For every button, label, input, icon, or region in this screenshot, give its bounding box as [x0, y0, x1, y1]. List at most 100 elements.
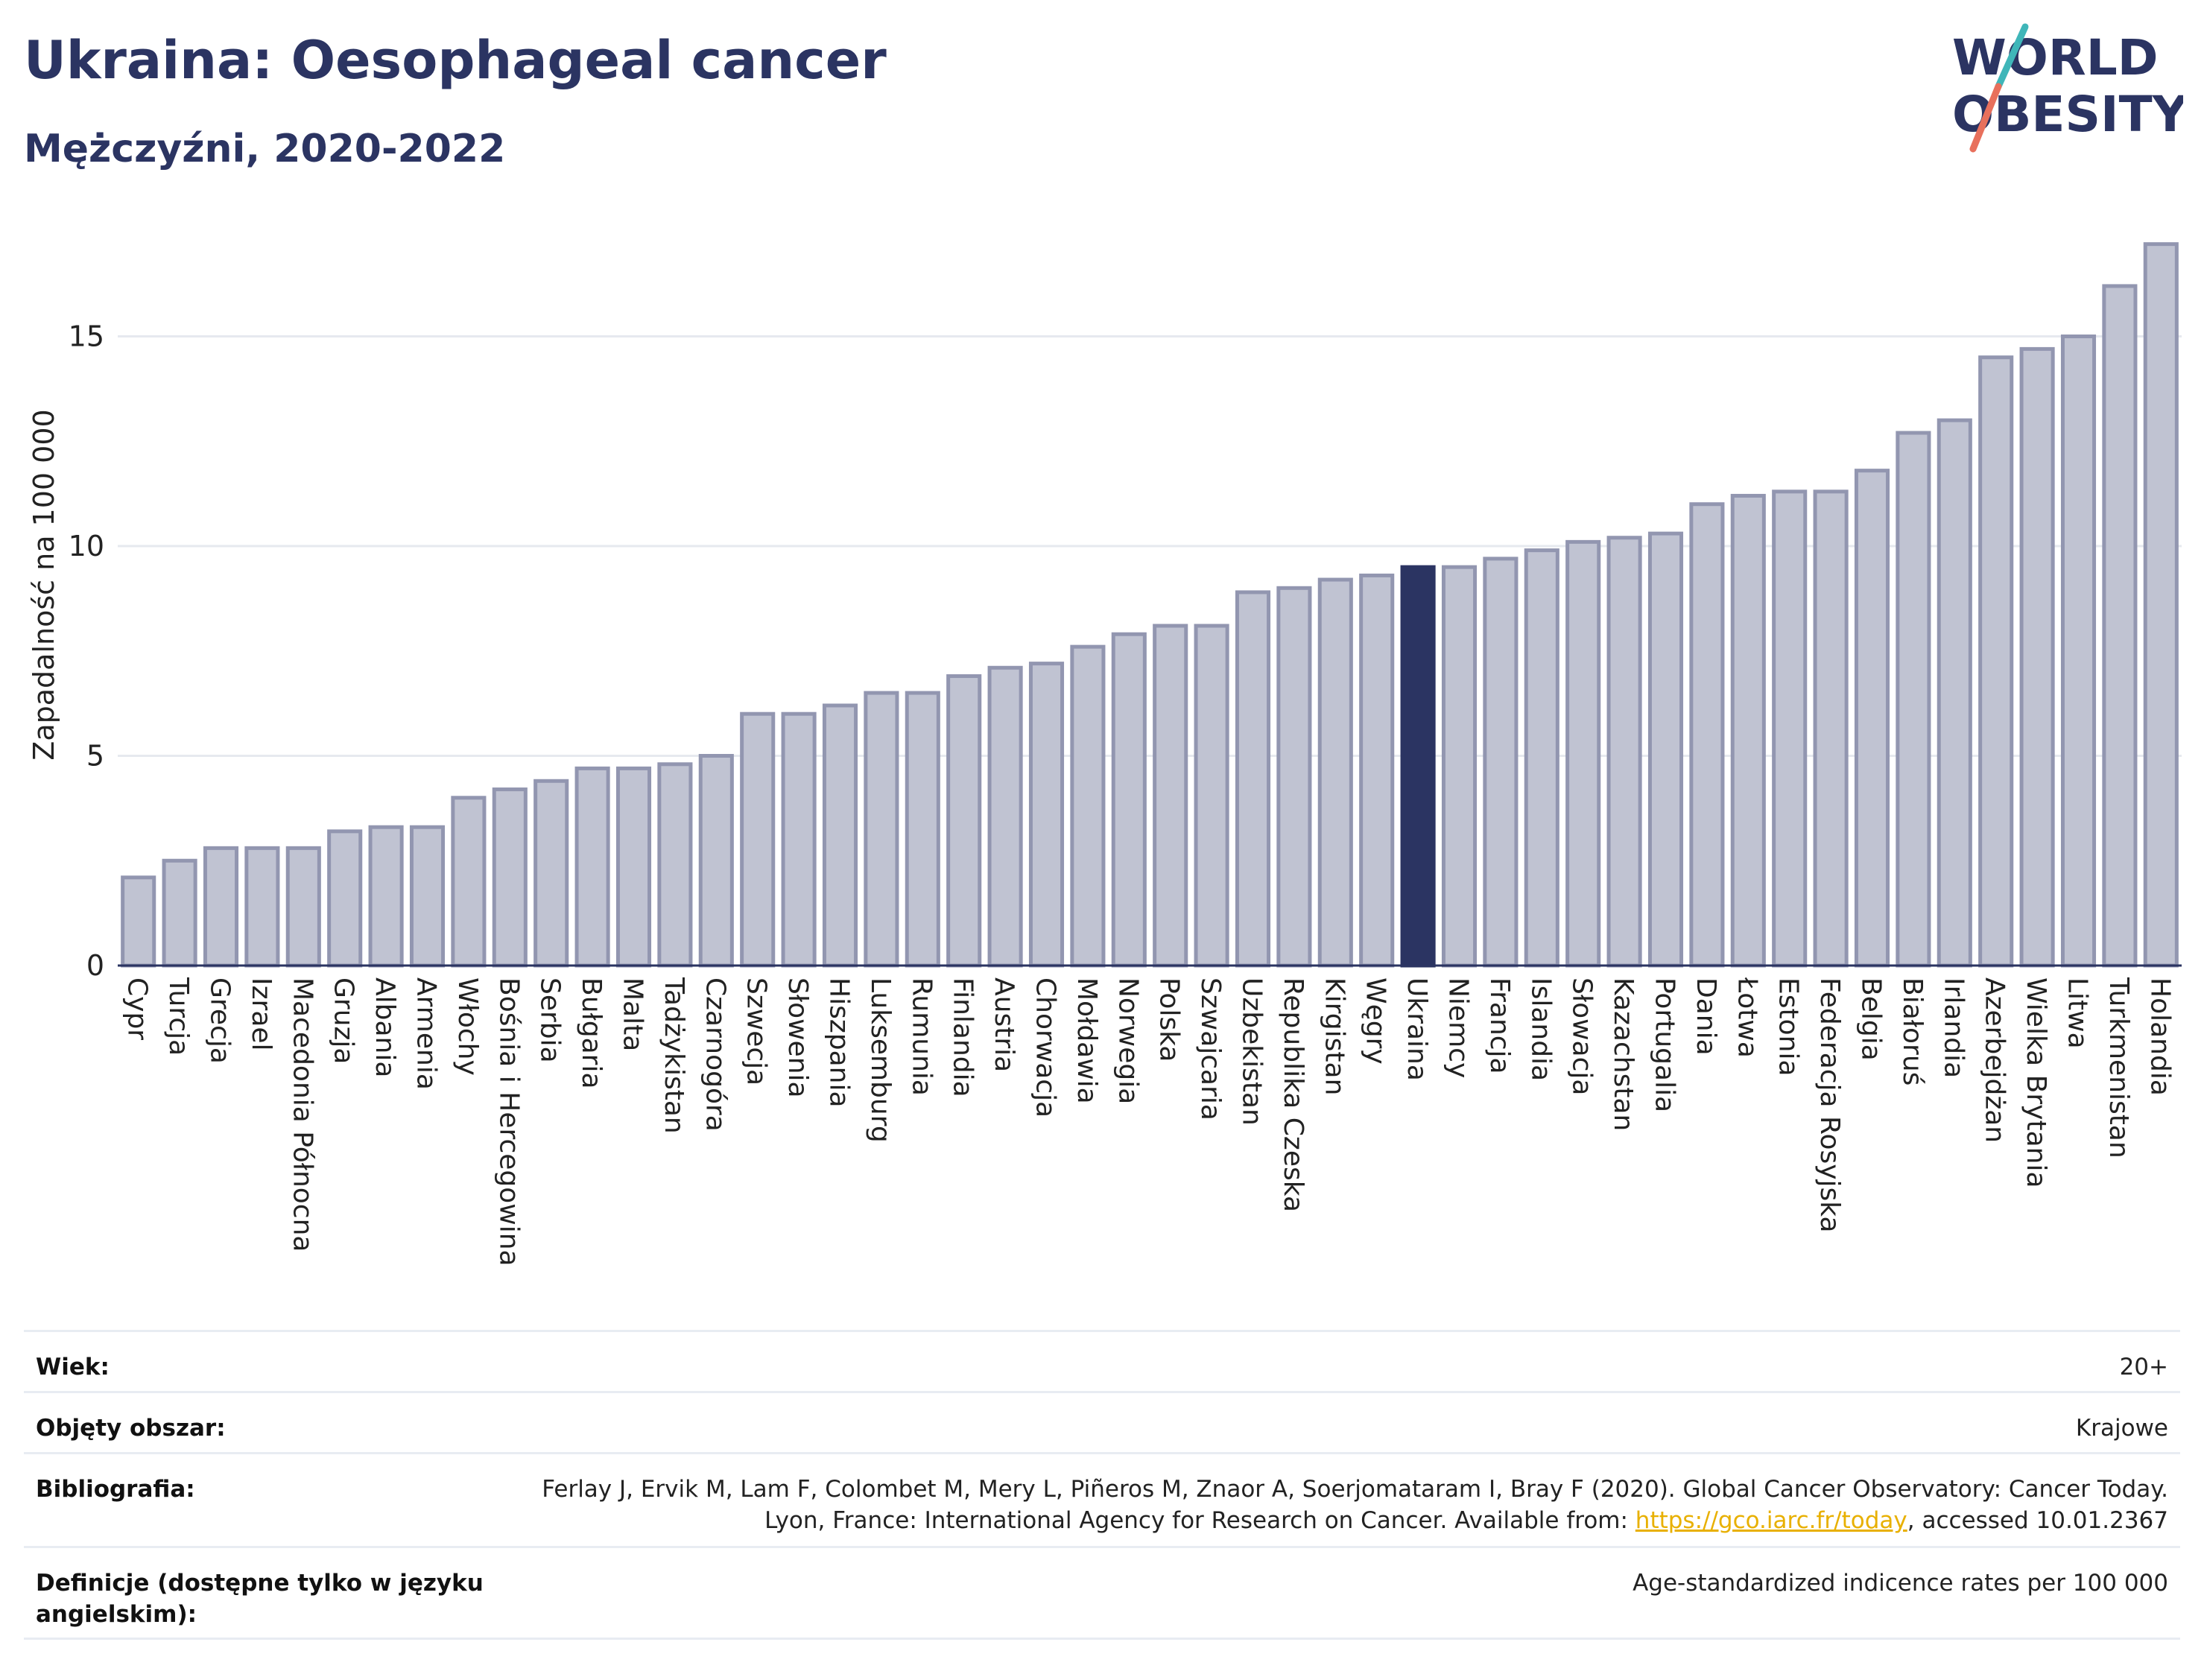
x-tick-label: Kirgistan [1319, 977, 1349, 1095]
bar [698, 754, 734, 968]
bar [2019, 346, 2055, 968]
bar [1689, 502, 1725, 968]
bar [740, 711, 776, 968]
x-tick-label: Gruzja [329, 977, 359, 1064]
x-tick-label: Rumunia [906, 977, 937, 1096]
logo-line1: WORLD [1952, 29, 2159, 86]
bibliography-link[interactable]: https://gco.iarc.fr/today [1635, 1507, 1907, 1534]
x-tick-label: Hiszpania [824, 977, 855, 1108]
bar [1483, 557, 1519, 968]
x-tick-label: Niemcy [1443, 977, 1474, 1078]
bar [1317, 577, 1353, 968]
x-tick-label: Turcja [163, 977, 194, 1056]
bar [1647, 531, 1684, 968]
x-tick-label: Azerbejdżan [1980, 977, 2010, 1143]
x-tick-label: Albania [370, 977, 400, 1077]
x-tick-label: Malta [618, 977, 648, 1051]
x-tick-label: Holandia [2144, 977, 2175, 1096]
bar [574, 766, 610, 968]
x-tick-label: Bośnia i Hercegowina [493, 977, 524, 1267]
x-tick-label: Kazachstan [1608, 977, 1638, 1131]
logo-slash-teal [1995, 23, 2029, 90]
meta-row-bibliography: Bibliografia: Ferlay J, Ervik M, Lam F, … [24, 1452, 2180, 1546]
x-tick-label: Szwecja [741, 977, 772, 1085]
x-tick-label: Wielka Brytania [2021, 977, 2051, 1188]
bar [285, 846, 321, 968]
bar [657, 762, 693, 968]
bar-chart: 0 5 10 15 Cypr Turcja Grecja Izrael Macedonia P… [28, 242, 2182, 1267]
meta-bib-value: Ferlay J, Ervik M, Lam F, Colombet M, Me… [529, 1474, 2168, 1536]
meta-bib-text-end: , accessed 10.01.2367 [1907, 1507, 2168, 1534]
x-tick-label: Ukraina [1402, 977, 1432, 1081]
x-tick-label: Tadżykistan [659, 977, 689, 1134]
bar [2060, 335, 2097, 968]
bar-highlighted [1400, 565, 1436, 968]
meta-row-area: Objęty obszar: Krajowe [24, 1391, 2180, 1452]
bar [244, 846, 280, 968]
x-tick-label: Republika Czeska [1278, 977, 1308, 1212]
x-tick-label: Chorwacja [1030, 977, 1061, 1118]
x-tick-label: Federacja Rosyjska [1814, 977, 1845, 1233]
bar [409, 825, 446, 968]
y-tick-labels: 0 5 10 15 [69, 320, 104, 983]
bar [1028, 662, 1065, 968]
bar [1276, 586, 1312, 968]
bar [615, 766, 652, 968]
page-subtitle: Mężczyźni, 2020-2022 [24, 127, 506, 171]
meta-age-label: Wiek: [36, 1354, 110, 1381]
bar [1730, 493, 1766, 968]
x-category-labels: Cypr Turcja Grecja Izrael Macedonia Północna… [122, 977, 2176, 1267]
bar [203, 846, 239, 968]
bar [121, 875, 156, 968]
bar [905, 691, 940, 968]
x-tick-label: Izrael [246, 977, 276, 1051]
meta-bib-text-start: Ferlay J, Ervik M, Lam F, Colombet M, Me… [542, 1476, 2168, 1534]
x-tick-label: Litwa [2062, 977, 2093, 1049]
x-tick-label: Portugalia [1650, 977, 1680, 1112]
bar [368, 825, 404, 968]
x-tick-label: Słowenia [782, 977, 813, 1098]
x-tick-label: Estonia [1773, 977, 1804, 1077]
y-tick-label: 5 [86, 740, 104, 773]
world-obesity-logo: WORLD OBESITY [1952, 23, 2183, 153]
x-tick-label: Szwajcaria [1195, 977, 1226, 1120]
x-tick-label: Łotwa [1732, 977, 1762, 1058]
meta-area-label: Objęty obszar: [36, 1415, 226, 1442]
x-tick-label: Cypr [122, 977, 153, 1040]
bar [1854, 469, 1890, 968]
y-tick-label: 0 [86, 949, 104, 982]
bar [987, 665, 1023, 968]
meta-row-definitions: Definicje (dostępne tylko w języku angie… [24, 1546, 2180, 1640]
bar [1153, 624, 1188, 968]
meta-def-label: Definicje (dostępne tylko w języku angie… [36, 1570, 484, 1628]
bar [1978, 355, 2014, 968]
x-tick-label: Luksemburg [865, 977, 896, 1143]
bar [864, 691, 899, 968]
logo-slash-coral [1969, 83, 2002, 153]
bar [1772, 489, 1808, 968]
bar [1813, 489, 1849, 968]
bar [2102, 284, 2138, 968]
bar [1937, 418, 1972, 968]
meta-area-value: Krajowe [2075, 1415, 2168, 1442]
bars [121, 242, 2179, 968]
x-tick-label: Macedonia Północna [287, 977, 317, 1252]
meta-bib-label: Bibliografia: [36, 1476, 195, 1503]
bar [781, 711, 817, 968]
x-tick-label: Dania [1691, 977, 1721, 1056]
x-tick-label: Turkmenistan [2103, 977, 2134, 1158]
bar [327, 829, 363, 968]
x-tick-label: Słowacja [1567, 977, 1597, 1095]
bar [1441, 565, 1478, 968]
bar [1565, 539, 1601, 968]
x-tick-label: Francja [1484, 977, 1515, 1074]
bar [822, 703, 858, 968]
bar [2143, 242, 2179, 968]
bar [533, 779, 569, 968]
y-axis-title: Zapadalność na 100 000 [28, 409, 60, 760]
x-tick-label: Grecja [205, 977, 235, 1064]
y-tick-label: 15 [69, 320, 104, 353]
bar [1359, 573, 1395, 968]
x-tick-label: Bułgaria [576, 977, 607, 1089]
bar [1070, 644, 1106, 968]
